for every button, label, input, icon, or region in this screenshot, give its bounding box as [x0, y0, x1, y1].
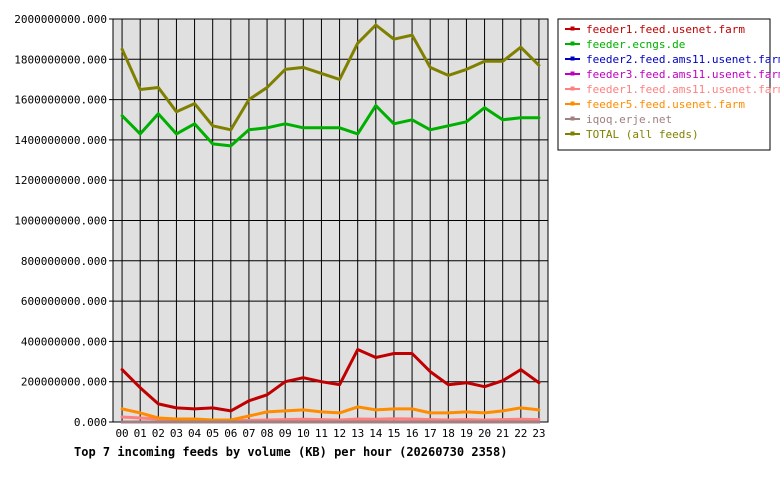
y-tick-label: 2000000000.000	[14, 13, 107, 26]
x-tick-label: 04	[188, 427, 202, 440]
series-line	[120, 104, 541, 148]
x-tick-label: 19	[460, 427, 473, 440]
legend-label: feeder2.feed.ams11.usenet.farm	[586, 53, 780, 66]
legend-marker	[570, 131, 575, 136]
x-tick-label: 22	[514, 427, 527, 440]
series-line	[120, 23, 541, 132]
x-tick-label: 01	[134, 427, 147, 440]
legend-label: feeder3.feed.ams11.usenet.farm	[586, 68, 780, 81]
x-tick-label: 06	[224, 427, 237, 440]
legend: feeder1.feed.usenet.farm feeder.ecngs.de f…	[557, 18, 780, 151]
y-tick-label: 1200000000.000	[14, 174, 107, 187]
y-tick-label: 1600000000.000	[14, 94, 107, 107]
y-tick-label: 1400000000.000	[14, 134, 107, 147]
x-tick-label: 18	[442, 427, 455, 440]
series-line	[120, 348, 541, 413]
y-tick-label: 0.000	[74, 416, 107, 429]
x-tick-label: 13	[351, 427, 364, 440]
y-tick-label: 1000000000.000	[14, 215, 107, 228]
series-line	[120, 405, 541, 422]
x-tick-label: 16	[405, 427, 418, 440]
x-tick-label: 12	[333, 427, 346, 440]
legend-marker	[570, 56, 575, 61]
x-tick-label: 08	[260, 427, 273, 440]
grid-layer	[113, 19, 548, 422]
x-tick-label: 11	[315, 427, 328, 440]
x-tick-label: 00	[115, 427, 128, 440]
legend-marker	[570, 86, 575, 91]
legend-marker	[570, 41, 575, 46]
tick-layer: 0.000 200000000.000 400000000.000 600000000…	[14, 13, 545, 440]
legend-box	[557, 18, 771, 151]
x-tick-label: 23	[532, 427, 545, 440]
x-tick-label: 15	[387, 427, 400, 440]
x-tick-label: 17	[424, 427, 437, 440]
series-layer	[120, 23, 541, 424]
legend-marker	[570, 101, 575, 106]
chart-title: Top 7 incoming feeds by volume (KB) per …	[74, 445, 507, 459]
x-tick-label: 14	[369, 427, 383, 440]
x-tick-label: 02	[152, 427, 165, 440]
y-tick-label: 1800000000.000	[14, 53, 107, 66]
y-tick-label: 800000000.000	[21, 255, 107, 268]
legend-label: feeder1.feed.usenet.farm	[586, 23, 745, 36]
x-tick-label: 03	[170, 427, 183, 440]
legend-label: feeder.ecngs.de	[586, 38, 685, 51]
y-tick-label: 400000000.000	[21, 335, 107, 348]
y-tick-label: 200000000.000	[21, 376, 107, 389]
x-tick-label: 09	[279, 427, 292, 440]
x-tick-label: 20	[478, 427, 491, 440]
legend-marker	[570, 26, 575, 31]
x-tick-label: 07	[242, 427, 255, 440]
legend-marker	[570, 71, 575, 76]
x-tick-label: 05	[206, 427, 219, 440]
legend-label: feeder5.feed.usenet.farm	[586, 98, 745, 111]
y-tick-label: 600000000.000	[21, 295, 107, 308]
legend-marker	[570, 116, 575, 121]
legend-label: TOTAL (all feeds)	[586, 128, 699, 141]
legend-label: feeder1.feed.ams11.usenet.farm	[586, 83, 780, 96]
x-tick-label: 10	[297, 427, 310, 440]
legend-label: iqoq.erje.net	[586, 113, 672, 126]
x-tick-label: 21	[496, 427, 509, 440]
